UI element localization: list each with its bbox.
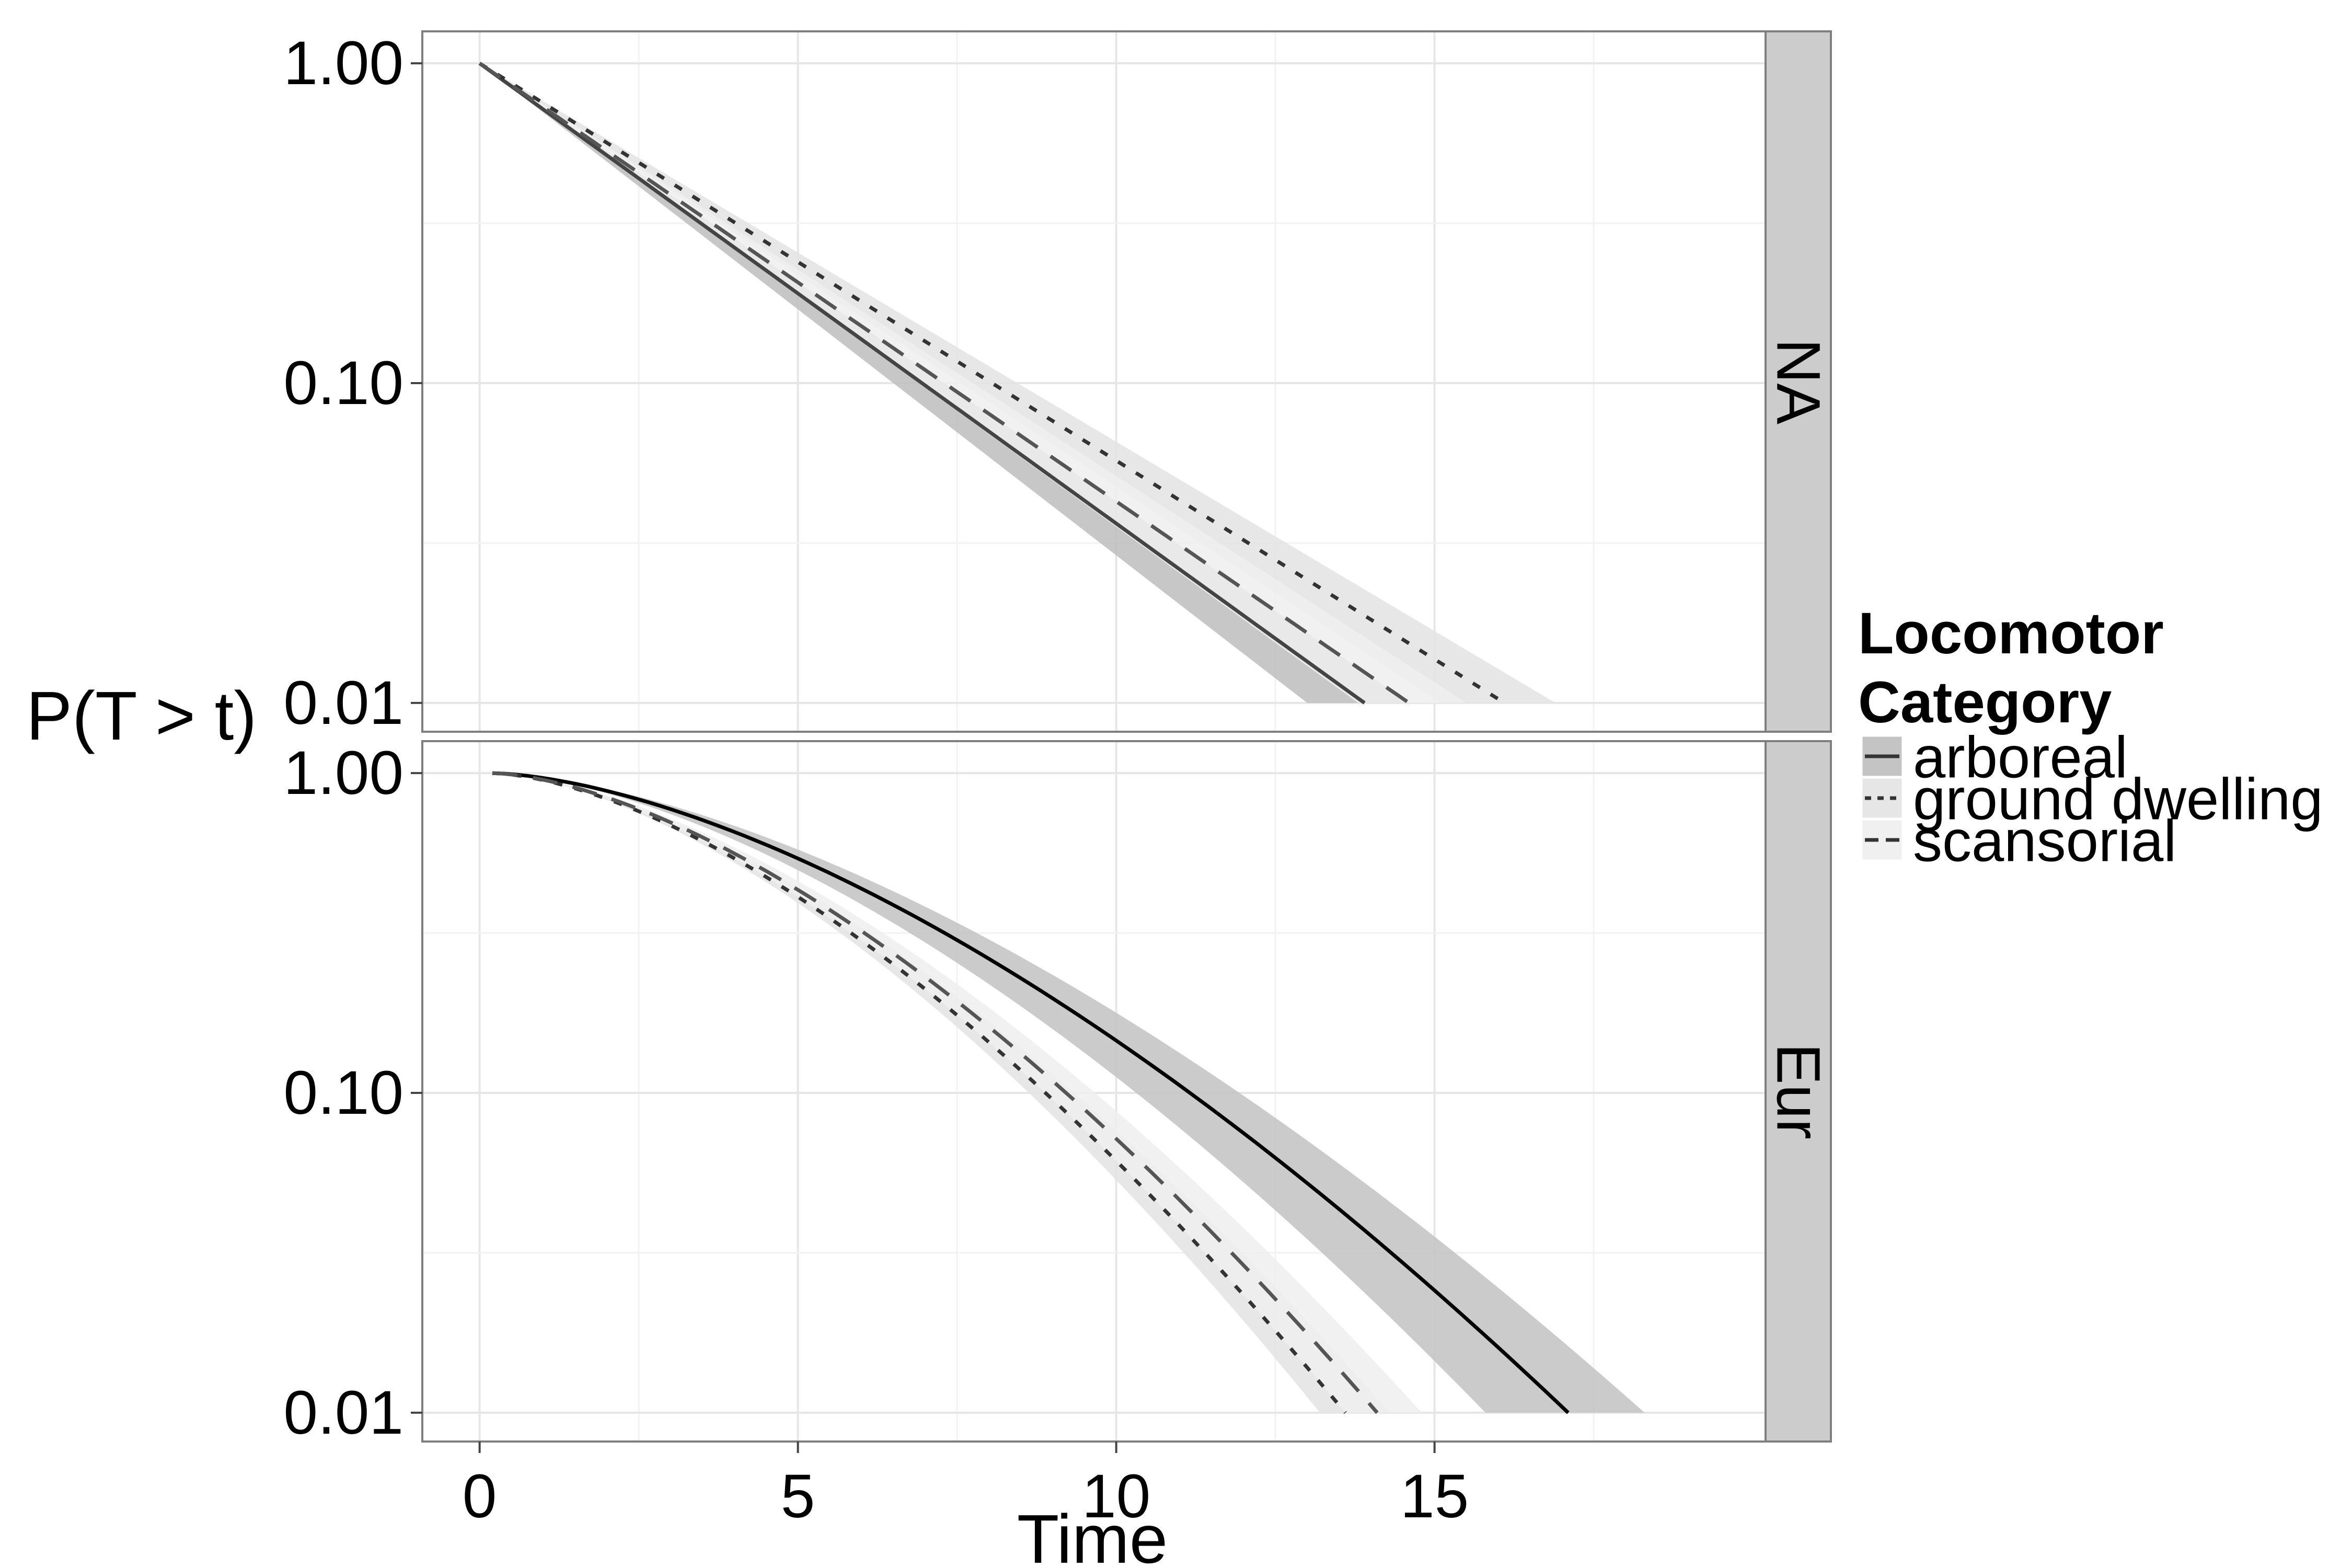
- panel-na: NA 1.00 0.10 0.01: [283, 29, 1832, 737]
- panel-background: [422, 741, 1766, 1442]
- x-axis-title: Time: [1017, 1501, 1168, 1568]
- confidence-bands: [492, 773, 1645, 1413]
- line-ground-dwelling: [478, 62, 1506, 705]
- y-tick-label: 0.10: [283, 349, 403, 418]
- band-scansorial: [492, 773, 1422, 1413]
- x-tick-label: 5: [781, 1462, 815, 1531]
- y-tick-label: 0.10: [283, 1058, 403, 1127]
- line-scansorial: [492, 771, 1379, 1414]
- line-scansorial: [478, 62, 1410, 705]
- grid: [422, 741, 1766, 1442]
- survival-lines: [478, 62, 1506, 705]
- y-tick-label: 1.00: [283, 739, 403, 808]
- legend-entry-arboreal: arboreal: [1861, 725, 2128, 790]
- facet-strip: [1765, 740, 1832, 1443]
- y-axis-title: P(T > t): [26, 677, 257, 754]
- facet-strip: [1765, 30, 1832, 733]
- x-tick-label: 0: [463, 1462, 497, 1531]
- band-arboreal: [492, 773, 1645, 1413]
- panel-eur: Eur 1.00 0.10 0.01 0 5 10 15: [283, 739, 1832, 1531]
- line-arboreal: [478, 62, 1366, 705]
- legend-label: scansorial: [1913, 809, 2176, 874]
- y-tick-label: 0.01: [283, 1378, 403, 1447]
- legend-label: ground dwelling: [1913, 767, 2323, 832]
- legend-entry-scansorial: scansorial: [1861, 809, 2176, 874]
- facet-strip-label: Eur: [1764, 1043, 1833, 1139]
- legend-label: arboreal: [1913, 725, 2128, 790]
- legend-title-line1: Locomotor: [1858, 601, 2164, 666]
- grid: [422, 31, 1766, 732]
- facet-strip-label: NA: [1764, 339, 1833, 424]
- panels-layer: NA 1.00 0.10 0.01 Eur 1.00 0.10 0.01 0 5 10 15: [283, 29, 1832, 1531]
- panel-background: [422, 31, 1766, 732]
- line-arboreal: [492, 771, 1570, 1414]
- y-tick-label: 0.01: [283, 668, 403, 737]
- x-tick-label: 10: [1082, 1462, 1150, 1531]
- legend-title-line2: Category: [1858, 670, 2112, 735]
- band-scansorial: [479, 63, 1467, 703]
- x-tick-label: 15: [1400, 1462, 1469, 1531]
- legend-entry-ground-dwelling: ground dwelling: [1861, 767, 2323, 832]
- band-ground-dwelling: [479, 63, 1556, 703]
- confidence-bands: [479, 63, 1556, 703]
- line-ground-dwelling: [492, 771, 1347, 1414]
- y-tick-label: 1.00: [283, 29, 403, 98]
- survival-lines: [492, 771, 1570, 1414]
